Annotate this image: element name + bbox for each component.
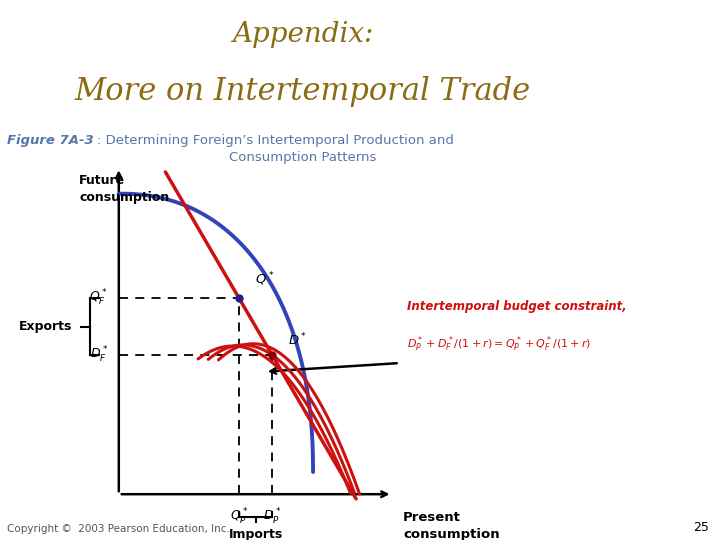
Text: Intertemporal budget constraint,: Intertemporal budget constraint, bbox=[407, 300, 626, 313]
Text: Consumption Patterns: Consumption Patterns bbox=[229, 151, 376, 164]
Text: $D^*$: $D^*$ bbox=[288, 332, 307, 349]
Text: $D^*_P$: $D^*_P$ bbox=[263, 507, 282, 527]
Text: $Q^*_F$: $Q^*_F$ bbox=[89, 288, 108, 308]
Text: Appendix:: Appendix: bbox=[232, 21, 373, 48]
Text: $D^*_F$: $D^*_F$ bbox=[89, 345, 108, 365]
Text: More on Intertemporal Trade: More on Intertemporal Trade bbox=[74, 76, 531, 106]
Text: $Q^*_P$: $Q^*_P$ bbox=[230, 507, 248, 527]
Text: $Q^*$: $Q^*$ bbox=[255, 270, 274, 288]
Text: Future
consumption: Future consumption bbox=[79, 174, 169, 204]
Text: Present
consumption: Present consumption bbox=[403, 511, 500, 540]
Text: Imports: Imports bbox=[228, 528, 283, 540]
Text: 25: 25 bbox=[693, 521, 709, 534]
Text: Copyright ©  2003 Pearson Education, Inc.: Copyright © 2003 Pearson Education, Inc. bbox=[7, 524, 230, 534]
Text: Exports: Exports bbox=[19, 320, 72, 333]
Text: Figure 7A-3: Figure 7A-3 bbox=[7, 134, 94, 147]
Text: : Determining Foreign’s Intertemporal Production and: : Determining Foreign’s Intertemporal Pr… bbox=[97, 134, 454, 147]
Text: $D^*_P + D^*_F/(1 + r) = Q^*_P + Q^*_F/(1 + r)$: $D^*_P + D^*_F/(1 + r) = Q^*_P + Q^*_F/(… bbox=[407, 334, 591, 354]
